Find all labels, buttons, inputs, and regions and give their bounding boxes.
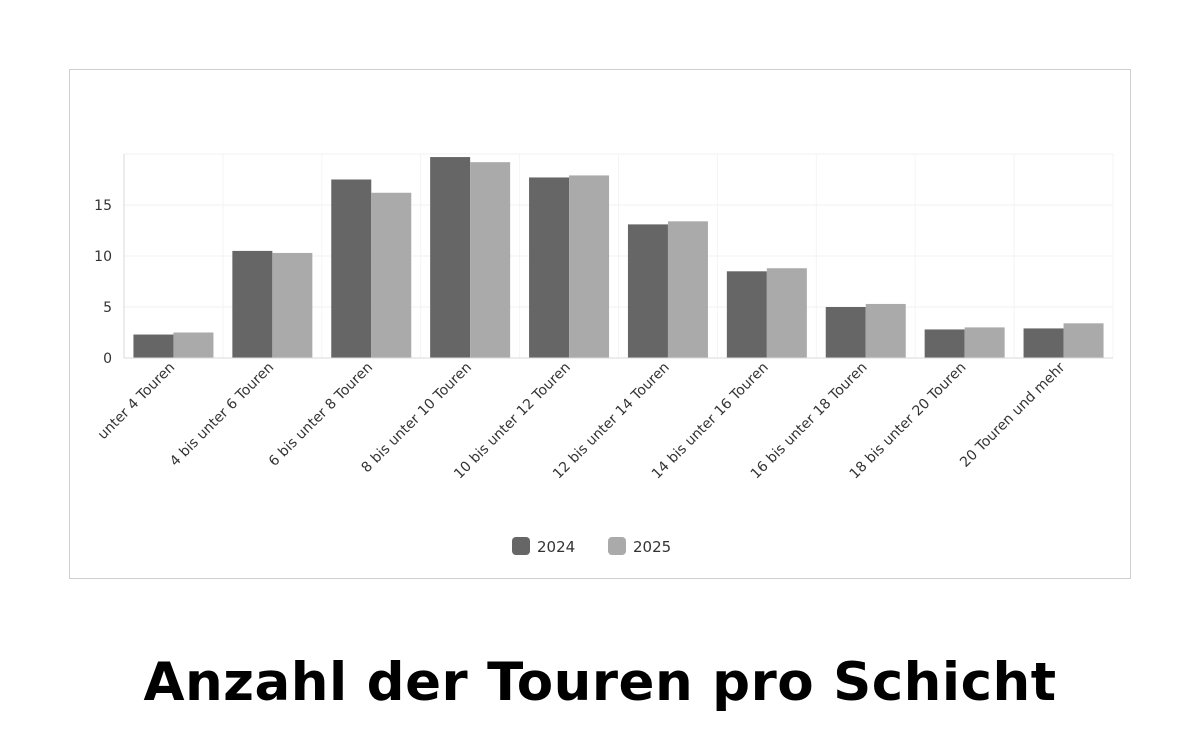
bar-2025-0: [173, 332, 214, 358]
bar-2024-7: [825, 307, 866, 358]
bar-2024-0: [133, 334, 174, 358]
bar-2024-4: [529, 177, 570, 358]
legend-swatch-2025: [608, 537, 626, 555]
x-tick-label: 18 bis unter 20 Touren: [847, 360, 970, 483]
page-title: Anzahl der Touren pro Schicht: [143, 652, 1057, 713]
x-tick-label: 10 bis unter 12 Touren: [451, 360, 574, 483]
bar-2025-7: [865, 303, 906, 358]
bar-2024-8: [924, 329, 965, 358]
x-tick-label: 14 bis unter 16 Touren: [649, 360, 772, 483]
x-tick-label: 4 bis unter 6 Touren: [167, 360, 277, 470]
bar-2025-1: [272, 252, 313, 358]
x-tick-label: 12 bis unter 14 Touren: [550, 360, 673, 483]
bar-2025-8: [964, 327, 1005, 358]
y-tick-label: 10: [94, 249, 112, 265]
x-tick-label: 16 bis unter 18 Touren: [748, 360, 871, 483]
x-tick-label: unter 4 Touren: [95, 360, 178, 443]
bar-2025-5: [667, 221, 708, 358]
y-tick-label: 15: [94, 198, 112, 214]
bar-2024-9: [1023, 328, 1064, 358]
bar-2025-6: [766, 268, 807, 358]
bar-2025-9: [1063, 323, 1104, 358]
legend-label-2024: 2024: [537, 538, 575, 556]
y-tick-label: 5: [103, 300, 112, 316]
y-tick-label: 0: [103, 351, 112, 367]
bar-2024-3: [430, 157, 471, 358]
chart-frame: 0 5 10 15 unter 4 Touren 4 bis unter 6 Touren…: [69, 69, 1131, 579]
bar-2025-3: [470, 162, 511, 358]
bar-2025-2: [371, 192, 412, 358]
bar-2025-4: [569, 175, 610, 358]
x-tick-label: 6 bis unter 8 Touren: [266, 360, 376, 470]
bar-2024-6: [726, 271, 767, 358]
x-tick-label: 20 Touren und mehr: [957, 359, 1068, 470]
legend-label-2025: 2025: [633, 538, 671, 556]
bar-2024-1: [232, 250, 273, 358]
x-tick-label: 8 bis unter 10 Touren: [358, 360, 474, 476]
legend-swatch-2024: [512, 537, 530, 555]
bar-2024-5: [627, 224, 668, 358]
bar-2024-2: [331, 179, 372, 358]
